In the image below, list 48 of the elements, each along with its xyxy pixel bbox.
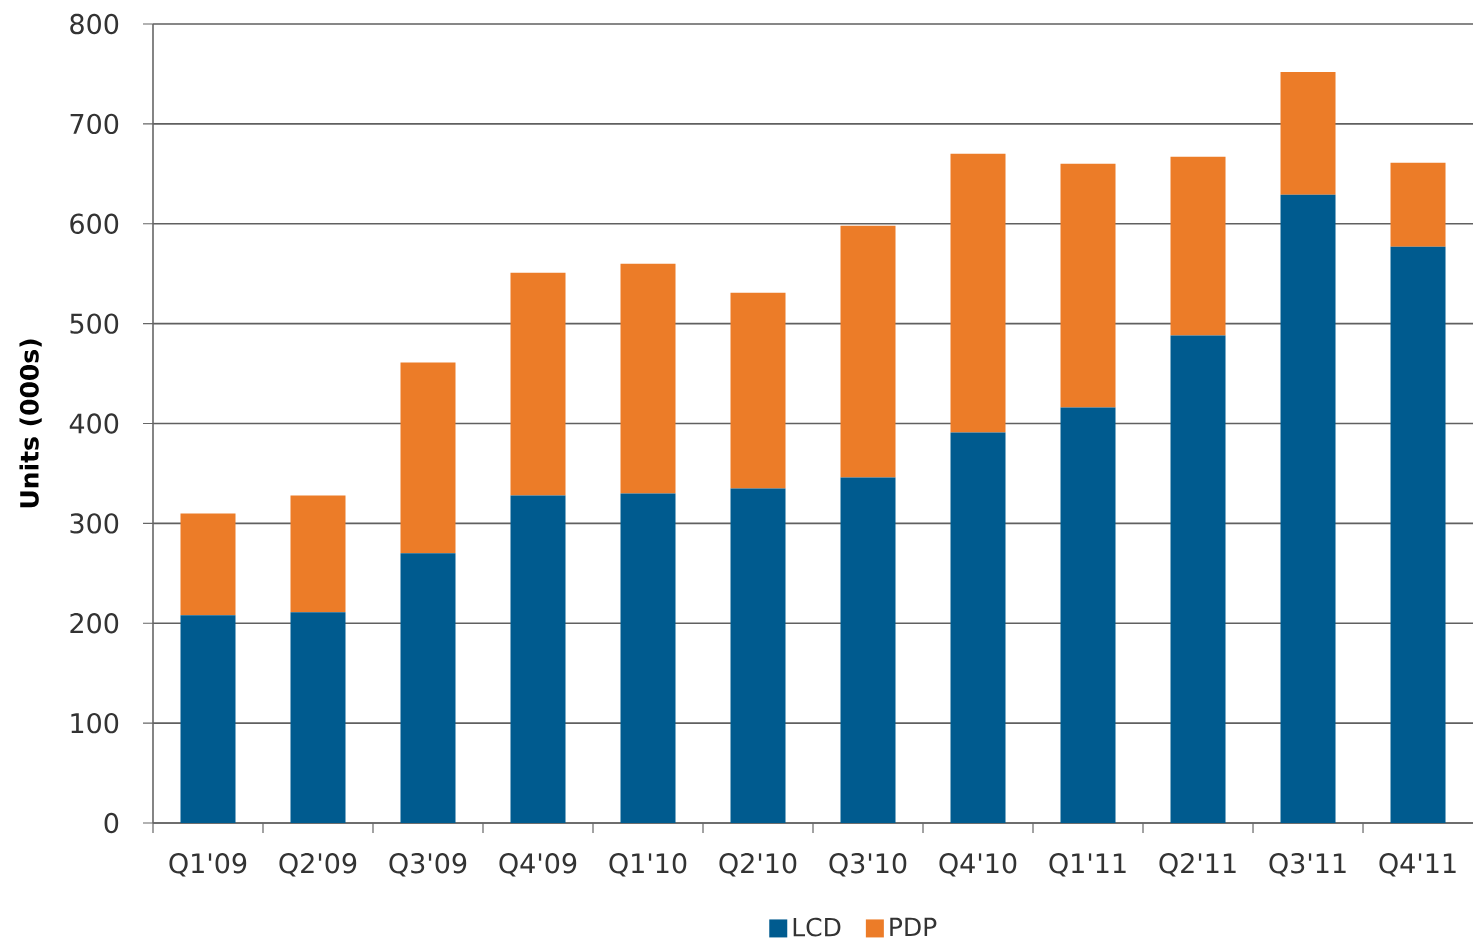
bar (950, 432, 1006, 823)
x-tick-label: Q1'09 (169, 853, 247, 877)
bar (620, 493, 676, 823)
bar (1280, 194, 1336, 823)
y-tick-label: 800 (70, 13, 119, 35)
y-tick-label: 300 (70, 513, 119, 534)
bar (400, 553, 456, 823)
bar (840, 477, 896, 823)
x-tick-label: Q2'10 (719, 853, 797, 877)
x-tick-label: Q4'11 (1379, 853, 1456, 877)
bar (510, 495, 566, 823)
y-tick-label: 500 (70, 313, 119, 334)
x-tick-label: Q1'10 (609, 853, 687, 877)
y-tick-label: 600 (70, 213, 119, 234)
x-tick-label: Q2'09 (279, 853, 357, 877)
y-tick-label: 400 (69, 413, 119, 434)
bar (1170, 156, 1226, 336)
y-tick-label: 700 (70, 113, 119, 135)
legend-label: PDP (890, 917, 937, 937)
bar (730, 488, 786, 823)
bar (1060, 407, 1116, 823)
x-tick-label: Q3'10 (829, 853, 907, 877)
bar (620, 263, 676, 494)
bar (1390, 246, 1446, 823)
bar (840, 225, 896, 478)
bar (730, 292, 786, 489)
bar (290, 612, 346, 823)
y-tick-label: 0 (104, 812, 119, 834)
bar (400, 362, 456, 554)
x-tick-label: Q3'11 (1269, 853, 1346, 877)
x-tick-label: Q2'11 (1159, 853, 1236, 877)
bar (180, 615, 236, 823)
x-tick-label: Q4'09 (499, 853, 577, 877)
x-tick-label: Q3'09 (389, 853, 467, 877)
bar (1060, 163, 1116, 408)
legend-label: LCD (793, 917, 841, 937)
bar (510, 272, 566, 496)
x-tick-label: Q4'10 (939, 853, 1017, 877)
bar (290, 495, 346, 613)
y-tick-label: 100 (71, 712, 119, 734)
x-tick-label: Q1'11 (1049, 853, 1126, 877)
y-tick-label: 200 (70, 613, 119, 634)
bar (1170, 335, 1226, 823)
bar (1390, 162, 1446, 247)
bar (180, 513, 236, 616)
bar (950, 153, 1006, 433)
y-axis-title: Units (000s) (19, 339, 42, 508)
bar (1280, 71, 1336, 195)
